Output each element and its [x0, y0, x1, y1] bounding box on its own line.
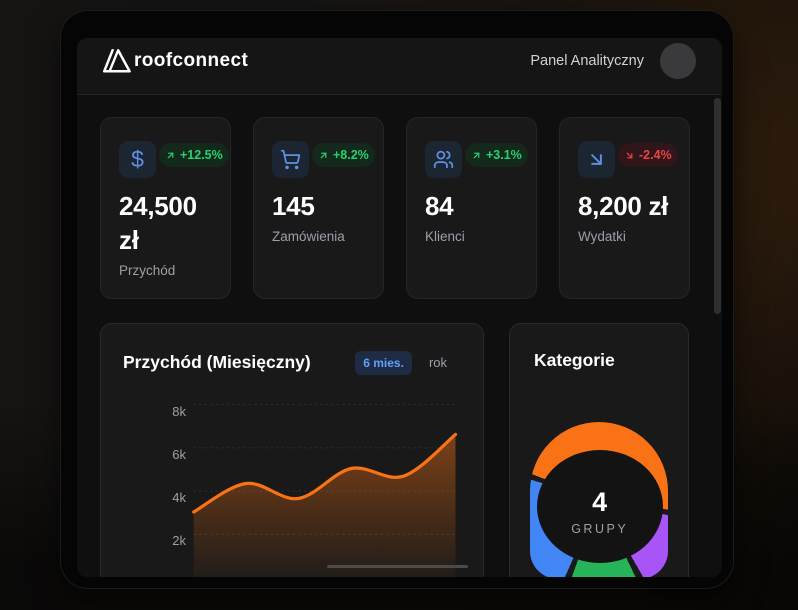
svg-text:6k: 6k — [172, 447, 186, 462]
svg-text:2k: 2k — [172, 533, 186, 548]
svg-text:8k: 8k — [172, 404, 186, 419]
svg-text:4k: 4k — [172, 490, 186, 505]
